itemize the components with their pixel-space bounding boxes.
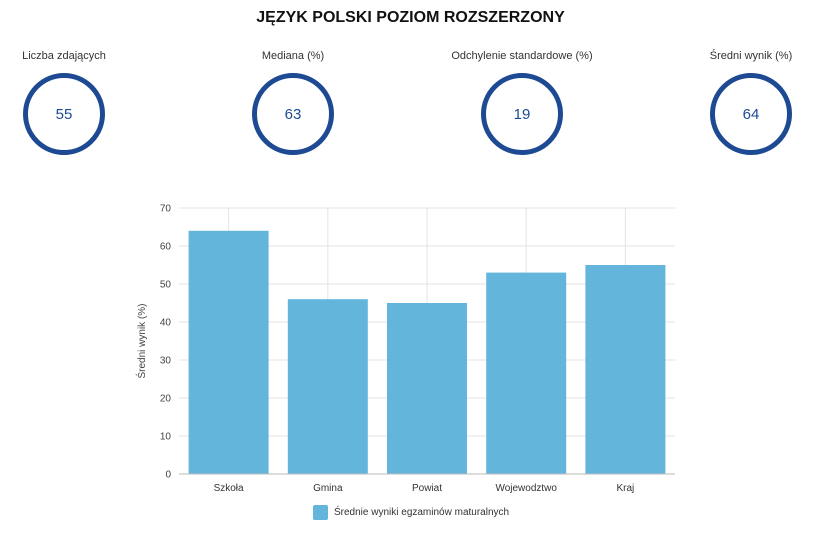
x-tick-label: Wojewodztwo [495,483,557,494]
legend-swatch [313,505,328,520]
stat-ring: 55 [23,73,105,155]
stat-ring: 64 [710,73,792,155]
stat-median: Mediana (%) 63 [218,48,368,155]
bar [188,230,269,474]
stat-average: Średni wynik (%) 64 [676,48,821,155]
stat-value: 19 [513,105,531,123]
legend-label: Średnie wyniki egzaminów maturalnych [334,507,510,518]
bar [486,272,567,474]
stat-exam-takers: Liczba zdających 55 [0,48,139,155]
page-title: JĘZYK POLSKI POZIOM ROZSZERZONY [256,9,565,26]
x-tick-label: Szkoła [214,483,244,494]
stat-std-dev: Odchylenie standardowe (%) 19 [447,48,597,155]
stat-value: 55 [55,105,73,123]
y-tick-label: 70 [160,204,172,215]
y-axis-title: Średni wynik (%) [135,303,148,378]
bar-chart: 0 10 20 30 40 50 60 70 Szkoła Gmina Powiat Wojewodz… [135,204,675,494]
stat-value: 63 [284,105,302,123]
stat-label: Liczba zdających [22,50,106,62]
stat-ring: 19 [481,73,563,155]
x-tick-label: Kraj [617,483,635,494]
stat-label: Mediana (%) [261,50,325,62]
y-tick-label: 20 [160,394,172,405]
y-tick-label: 60 [160,242,172,253]
y-tick-label: 40 [160,318,172,329]
legend: Średnie wyniki egzaminów maturalnych [313,505,509,520]
y-tick-label: 0 [165,470,171,481]
stat-label: Średni wynik (%) [709,50,793,62]
stat-ring: 63 [252,73,334,155]
x-tick-label: Powiat [412,483,442,494]
stat-value: 64 [742,105,760,123]
y-tick-label: 10 [160,432,172,443]
y-tick-label: 50 [160,280,172,291]
bar [585,265,666,474]
y-tick-label: 30 [160,356,172,367]
x-tick-label: Gmina [313,483,343,494]
bar [387,303,467,474]
stat-label: Odchylenie standardowe (%) [451,50,593,62]
bar [287,299,368,474]
